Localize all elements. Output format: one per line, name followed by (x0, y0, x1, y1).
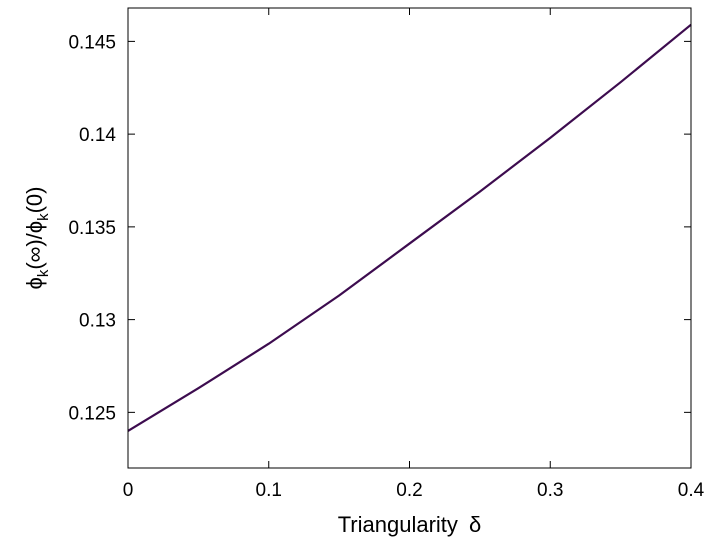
tick-labels: 0 0.1 0.2 0.3 0.4 0.125 0.13 0.135 0.14 0.145 (68, 32, 704, 501)
x-tick-label: 0.4 (678, 480, 705, 501)
x-tick-label: 0.1 (256, 480, 282, 501)
y-tick-label: 0.14 (79, 125, 116, 146)
x-axis-label-text: Triangularity (338, 512, 458, 537)
y-tick-label: 0.125 (68, 403, 116, 424)
x-axis-label-symbol: δ (469, 512, 481, 537)
x-axis-label: Triangularity δ (338, 512, 482, 537)
x-tick-label: 0.3 (537, 480, 563, 501)
ticks (127, 8, 692, 468)
y-axis-label-part: ϕ (22, 277, 47, 289)
series-line (127, 23, 692, 432)
y-tick-label: 0.13 (79, 311, 116, 332)
y-axis-label-part: (∞)/ϕ (22, 221, 47, 270)
y-tick-label: 0.145 (68, 32, 116, 53)
y-tick-label: 0.135 (68, 218, 116, 239)
y-axis-label-subscript: k (35, 269, 52, 277)
x-tick-label: 0.2 (396, 480, 422, 501)
y-axis-label: ϕk(∞)/ϕk(0) (22, 187, 52, 290)
series-group (127, 23, 692, 432)
plot-frame (127, 7, 692, 469)
x-tick-label: 0 (123, 480, 134, 501)
y-axis-label-part: (0) (22, 187, 47, 214)
y-axis-label-subscript: k (35, 213, 52, 221)
